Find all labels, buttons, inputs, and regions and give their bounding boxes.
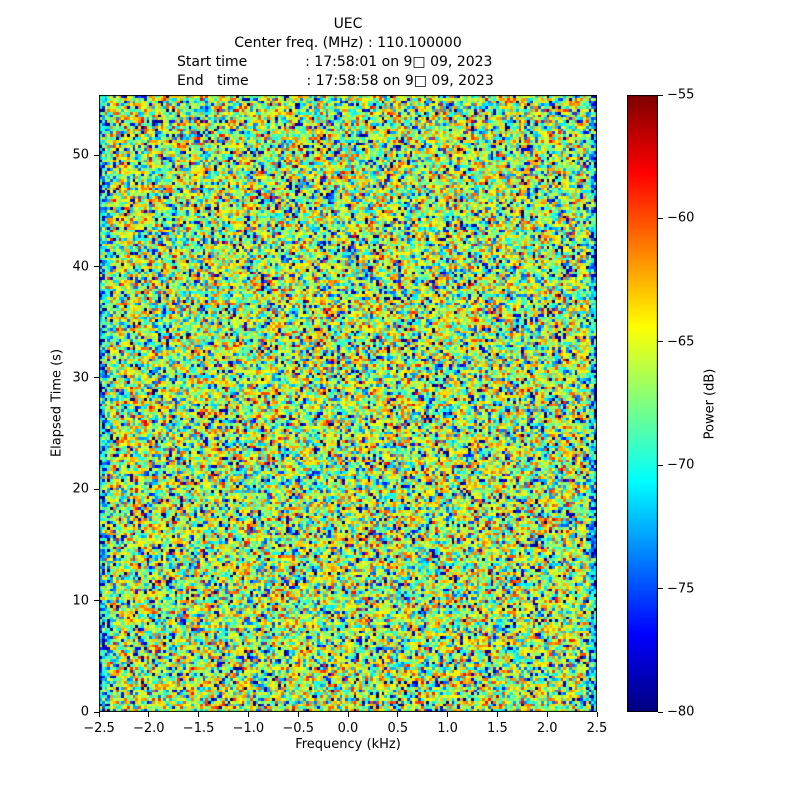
x-tick-mark	[198, 712, 200, 717]
x-tick-mark	[247, 712, 249, 717]
colorbar-label: Power (dB)	[702, 368, 718, 440]
x-tick-label: 0.0	[337, 721, 359, 736]
x-tick-label: 2.5	[586, 721, 608, 736]
plot-title: UEC	[333, 16, 363, 32]
colorbar-tick-mark	[658, 217, 663, 219]
x-tick-mark	[297, 712, 299, 717]
y-axis-label: Elapsed Time (s)	[49, 348, 65, 458]
x-axis-label: Frequency (kHz)	[295, 737, 401, 752]
y-tick-mark	[94, 600, 99, 602]
colorbar-tick-mark	[658, 464, 663, 466]
colorbar-tick-mark	[658, 588, 663, 590]
colorbar-tick-mark	[658, 711, 663, 713]
y-tick-label: 20	[72, 481, 89, 497]
y-tick-label: 30	[72, 370, 89, 386]
y-tick-label: 50	[72, 147, 89, 163]
x-tick-mark	[397, 712, 399, 717]
colorbar-tick-label: −60	[667, 210, 695, 226]
x-tick-mark	[98, 712, 100, 717]
x-tick-mark	[347, 712, 349, 717]
colorbar-tick-label: −75	[667, 581, 695, 597]
x-tick-label: −1.5	[182, 721, 215, 736]
x-tick-label: −1.0	[232, 721, 265, 736]
y-tick-label: 40	[72, 259, 89, 274]
x-tick-label: 1.0	[437, 721, 458, 736]
x-tick-mark	[546, 712, 548, 717]
colorbar	[627, 95, 658, 712]
colorbar-tick-mark	[658, 341, 663, 343]
y-tick-mark	[94, 266, 99, 267]
x-tick-label: 2.0	[536, 721, 558, 736]
colorbar-tick-label: −80	[667, 704, 695, 720]
start-time-line: Start time : 17:58:01 on 9□ 09, 2023	[177, 54, 493, 70]
x-tick-label: 1.5	[487, 721, 508, 736]
x-tick-mark	[596, 712, 598, 717]
end-time-line: End time : 17:58:58 on 9□ 09, 2023	[177, 73, 494, 89]
x-tick-label: −0.5	[282, 721, 314, 736]
colorbar-tick-label: −55	[667, 87, 695, 103]
x-tick-mark	[496, 712, 498, 717]
y-tick-mark	[94, 488, 99, 490]
spectrogram-heatmap	[99, 95, 597, 712]
colorbar-tick-mark	[658, 94, 663, 96]
y-tick-mark	[94, 711, 99, 713]
y-tick-label: 10	[72, 593, 89, 609]
y-tick-mark	[94, 377, 99, 379]
x-tick-label: −2.5	[83, 721, 115, 736]
center-freq-line: Center freq. (MHz) : 110.100000	[234, 35, 462, 51]
x-tick-label: −2.0	[133, 721, 165, 736]
colorbar-tick-label: −70	[667, 457, 695, 473]
y-tick-label: 0	[80, 704, 89, 720]
x-tick-mark	[447, 712, 449, 717]
x-tick-label: 0.5	[387, 721, 409, 736]
colorbar-tick-label: −65	[667, 334, 695, 350]
x-tick-mark	[148, 712, 150, 717]
y-tick-mark	[94, 154, 99, 156]
